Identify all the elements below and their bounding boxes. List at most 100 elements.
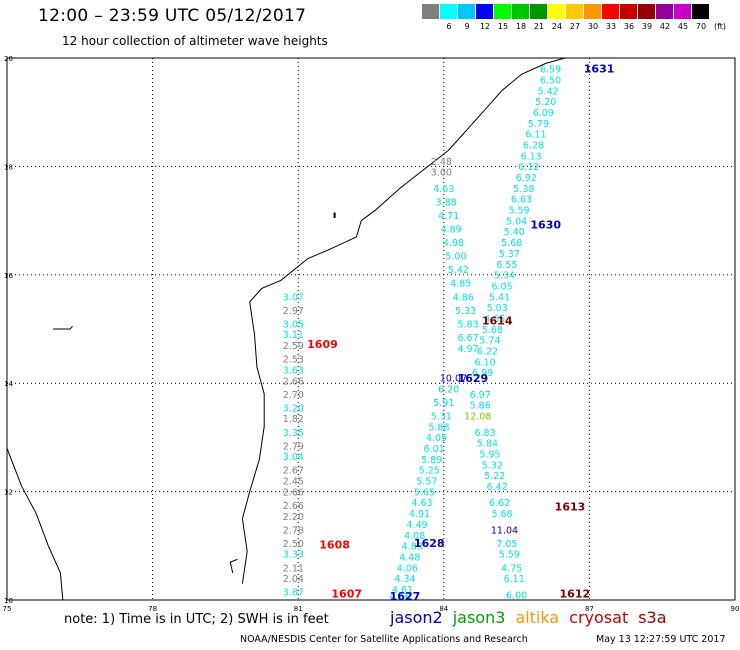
- credit-text: NOAA/NESDIS Center for Satellite Applica…: [240, 634, 528, 645]
- wave-height-value: 5.00: [445, 252, 466, 263]
- wave-height-value: 2.66: [283, 376, 304, 387]
- wave-height-value: 5.20: [535, 97, 556, 108]
- wave-height-value: 5.37: [499, 249, 520, 260]
- wave-height-value: 4.97: [457, 344, 478, 355]
- color-scale-label: 21: [533, 22, 545, 31]
- wave-height-value: 5.42: [538, 86, 559, 97]
- color-scale-label: 45: [677, 22, 689, 31]
- wave-height-value: 5.83: [457, 319, 478, 330]
- wave-height-value: 4.06: [397, 563, 418, 574]
- wave-height-value: 4.75: [501, 563, 522, 574]
- axis-ticks: 75 78 81 84 87 90 10 12 14 16 18 20: [3, 55, 740, 613]
- wave-height-value: 3.33: [283, 550, 304, 561]
- legend-altika: altika: [515, 608, 560, 627]
- y-tick-label: 12: [4, 489, 13, 497]
- wave-height-value: 3.35: [283, 428, 304, 439]
- wave-height-value: 6.09: [533, 108, 554, 119]
- footer-note: note: 1) Time is in UTC; 2) SWH is in fe…: [64, 612, 329, 627]
- wave-height-value: 5.22: [484, 471, 505, 482]
- wave-height-values: 6.596.505.425.206.095.796.116.286.136.12…: [283, 65, 561, 603]
- track-id-label: 1629: [458, 372, 489, 385]
- wave-height-value: 5.31: [431, 412, 452, 423]
- track-id-labels: 1631 1630 1614 1609 1629 1613 1608 1628 1627 1607…: [307, 63, 614, 603]
- color-swatch: [530, 4, 548, 19]
- legend-jason2: jason2: [390, 608, 443, 627]
- wave-height-value: 2.11: [283, 563, 304, 574]
- wave-height-value: 6.92: [516, 173, 537, 184]
- color-scale-label: 15: [497, 22, 509, 31]
- wave-height-value: 6.20: [438, 384, 459, 395]
- track-id-label: 1607: [331, 587, 362, 600]
- color-swatch: [440, 4, 458, 19]
- wave-height-value: 5.65: [414, 487, 435, 498]
- color-swatch: [638, 4, 656, 19]
- wave-height-value: 5.68: [501, 238, 522, 249]
- wave-height-value: 5.32: [482, 460, 503, 471]
- track-id-label: 1630: [530, 219, 561, 232]
- color-swatch: [674, 4, 692, 19]
- x-tick-label: 84: [439, 605, 448, 613]
- color-scale-label: 33: [605, 22, 617, 31]
- wave-height-value: 5.34: [494, 271, 515, 282]
- wave-height-value: 5.74: [479, 336, 500, 347]
- wave-height-value: 4.61: [392, 585, 413, 596]
- wave-height-value: 5.86: [470, 401, 491, 412]
- coast-detail: [53, 325, 73, 330]
- track-id-label: 1631: [584, 63, 615, 76]
- wave-height-value: 5.57: [416, 477, 437, 488]
- wave-height-value: 5.25: [419, 466, 440, 477]
- wave-height-value: 3.00: [431, 168, 452, 179]
- wave-height-value: 6.11: [525, 130, 546, 141]
- wave-height-value: 11.04: [491, 525, 518, 536]
- color-swatch: [656, 4, 674, 19]
- wave-height-value: 3.88: [436, 197, 457, 208]
- y-tick-label: 16: [4, 272, 13, 280]
- color-scale-label: 30: [587, 22, 599, 31]
- color-scale-label: 27: [569, 22, 581, 31]
- x-tick-label: 81: [294, 605, 303, 613]
- wave-height-value: 5.38: [513, 184, 534, 195]
- wave-height-value: 6.28: [523, 141, 544, 152]
- wave-height-value: 2.48: [431, 157, 452, 168]
- color-swatch: [494, 4, 512, 19]
- wave-height-value: 6.42: [487, 482, 508, 493]
- color-swatch: [584, 4, 602, 19]
- color-scale-label: 6: [446, 22, 452, 31]
- wave-height-value: 5.33: [455, 306, 476, 317]
- satellite-legend: jason2 jason3 altika cryosat s3a: [390, 608, 677, 627]
- wave-height-value: 5.59: [499, 550, 520, 561]
- x-tick-label: 87: [585, 605, 594, 613]
- color-scale-label: 42: [659, 22, 671, 31]
- y-tick-label: 20: [4, 55, 13, 63]
- wave-height-value: 2.53: [283, 355, 304, 366]
- color-scale-label: 18: [515, 22, 527, 31]
- wave-height-value: 2.79: [283, 441, 304, 452]
- wave-height-value: 6.99: [472, 368, 493, 379]
- map-title: 12:00 – 23:59 UTC 05/12/2017: [38, 6, 307, 26]
- y-tick-label: 18: [4, 163, 13, 171]
- wave-height-value: 2.78: [283, 525, 304, 536]
- wave-height-value: 6.97: [470, 390, 491, 401]
- wave-height-value: 3.63: [283, 365, 304, 376]
- wave-height-value: 12.08: [464, 412, 491, 423]
- wave-height-value: 5.68: [491, 509, 512, 520]
- wave-height-value: 4.91: [409, 509, 430, 520]
- wave-height-value: 2.59: [283, 341, 304, 352]
- color-swatch: [458, 4, 476, 19]
- wave-height-value: 6.83: [474, 428, 495, 439]
- east-coastline: [241, 57, 590, 584]
- legend-cryosat: cryosat: [569, 608, 629, 627]
- wave-height-value: 6.59: [540, 65, 561, 76]
- wave-height-value: 4.65: [484, 314, 505, 325]
- wave-height-value: 4.85: [450, 279, 471, 290]
- wave-height-value: 10.07: [440, 374, 467, 385]
- graticule: [6, 57, 736, 601]
- wave-height-value: 4.49: [407, 520, 428, 531]
- wave-height-value: 6.55: [496, 260, 517, 271]
- wave-height-value: 5.04: [506, 216, 527, 227]
- wave-height-value: 2.20: [283, 512, 304, 523]
- color-scale-unit: (ft): [713, 22, 727, 31]
- coast-detail: [229, 558, 238, 574]
- track-id-label: 1608: [319, 539, 350, 552]
- wave-height-value: 2.50: [283, 539, 304, 550]
